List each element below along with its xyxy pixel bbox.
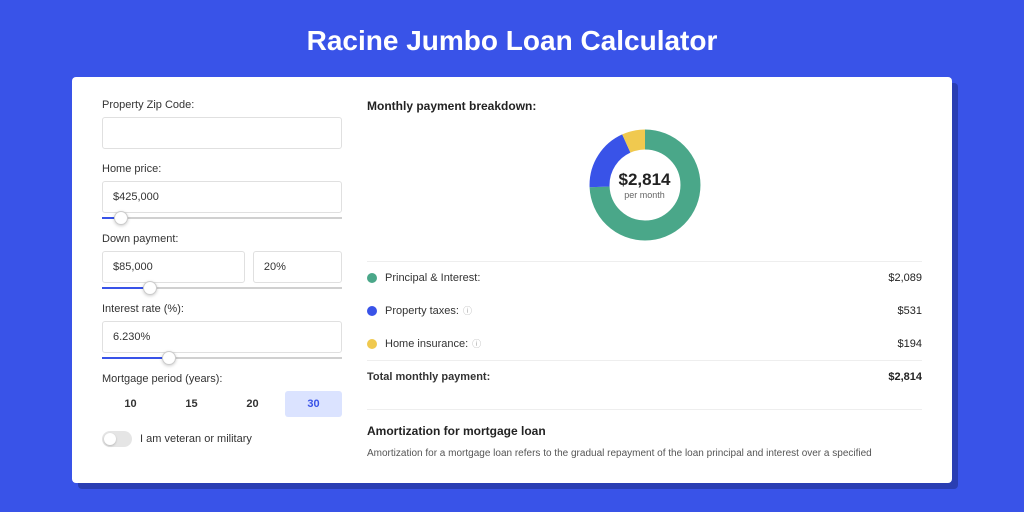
period-option-20[interactable]: 20 [224,391,281,417]
legend-value-total: $2,814 [888,371,922,383]
field-period: Mortgage period (years): 10 15 20 30 [102,373,342,417]
field-down-payment: Down payment: [102,233,342,289]
donut-sub: per month [624,190,665,200]
amortization-text: Amortization for a mortgage loan refers … [367,446,922,461]
donut-amount: $2,814 [619,170,671,190]
home-price-input[interactable] [102,181,342,213]
down-payment-pct-input[interactable] [253,251,342,283]
legend-row-taxes: Property taxes: ⓘ $531 [367,294,922,327]
legend: Principal & Interest: $2,089 Property ta… [367,261,922,393]
down-payment-label: Down payment: [102,233,342,245]
legend-row-insurance: Home insurance: ⓘ $194 [367,327,922,360]
field-home-price: Home price: [102,163,342,219]
form-panel: Property Zip Code: Home price: Down paym… [102,99,342,461]
field-interest: Interest rate (%): [102,303,342,359]
legend-value-principal: $2,089 [888,272,922,284]
calculator-card: Property Zip Code: Home price: Down paym… [72,77,952,483]
info-icon[interactable]: ⓘ [472,337,481,350]
period-option-10[interactable]: 10 [102,391,159,417]
period-label: Mortgage period (years): [102,373,342,385]
down-payment-slider[interactable] [102,287,342,289]
legend-value-taxes: $531 [898,305,922,317]
down-payment-amount-input[interactable] [102,251,245,283]
amortization-title: Amortization for mortgage loan [367,424,922,438]
veteran-toggle[interactable] [102,431,132,447]
donut-chart: $2,814 per month [367,125,922,245]
dot-insurance [367,339,377,349]
info-icon[interactable]: ⓘ [463,304,472,317]
breakdown-title: Monthly payment breakdown: [367,99,922,113]
interest-label: Interest rate (%): [102,303,342,315]
dot-principal [367,273,377,283]
page-title: Racine Jumbo Loan Calculator [0,0,1024,77]
dot-taxes [367,306,377,316]
interest-slider[interactable] [102,357,342,359]
field-zip: Property Zip Code: [102,99,342,149]
home-price-slider[interactable] [102,217,342,219]
legend-row-principal: Principal & Interest: $2,089 [367,262,922,294]
home-price-label: Home price: [102,163,342,175]
legend-label-taxes: Property taxes: [385,305,459,317]
period-option-30[interactable]: 30 [285,391,342,417]
legend-row-total: Total monthly payment: $2,814 [367,360,922,393]
amortization-section: Amortization for mortgage loan Amortizat… [367,409,922,461]
legend-value-insurance: $194 [898,338,922,350]
legend-label-principal: Principal & Interest: [385,272,480,284]
interest-input[interactable] [102,321,342,353]
veteran-label: I am veteran or military [140,433,252,445]
period-option-15[interactable]: 15 [163,391,220,417]
zip-label: Property Zip Code: [102,99,342,111]
legend-label-total: Total monthly payment: [367,371,490,383]
breakdown-panel: Monthly payment breakdown: $2,814 per mo… [367,99,922,461]
zip-input[interactable] [102,117,342,149]
field-veteran: I am veteran or military [102,431,342,447]
legend-label-insurance: Home insurance: [385,338,468,350]
